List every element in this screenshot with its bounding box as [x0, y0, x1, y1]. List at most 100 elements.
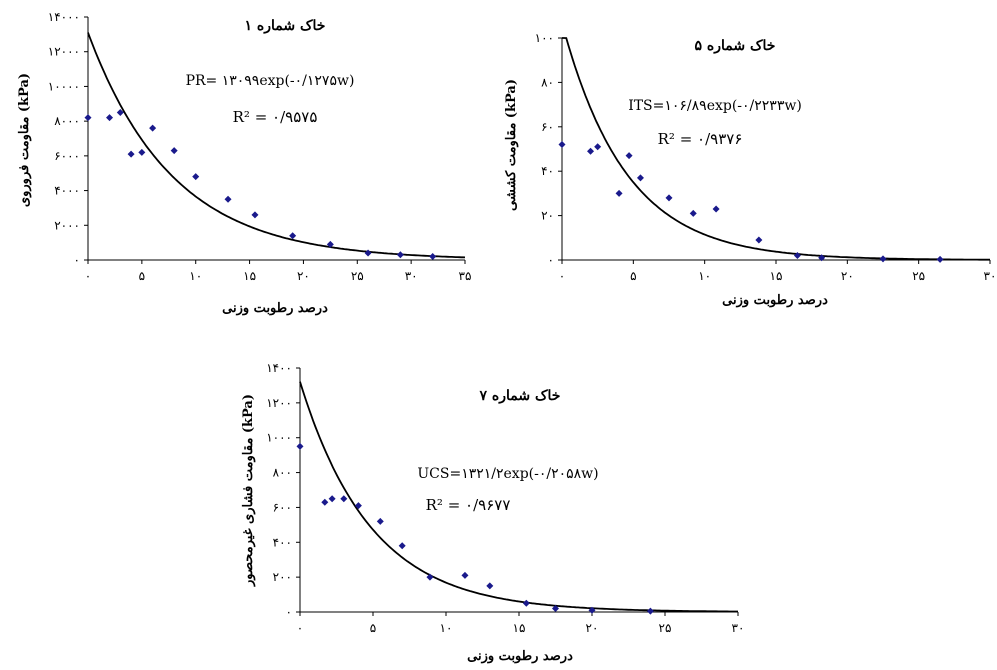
data-point [224, 195, 232, 203]
data-point [116, 108, 124, 116]
data-point [594, 143, 602, 151]
data-point [755, 236, 763, 244]
data-point [558, 141, 566, 149]
x-tick-label: ۲۰ [586, 621, 599, 635]
data-point [689, 209, 697, 217]
chart-soil-1: ۰ ۲۰۰۰ ۴۰۰۰ ۶۰۰۰ ۸۰۰۰ ۱۰۰۰۰ ۱۲۰۰۰ ۱۴۰۰۰ ۰ ۵ ۱۰ ۱۵ ۲۰… [0, 0, 480, 330]
x-tick-label: ۱۵ [513, 621, 526, 635]
y-tick-label: ۰ [548, 253, 554, 267]
y-tick-label: ۲۰۰ [273, 570, 292, 584]
y-tick-label: ۰ [74, 253, 80, 267]
data-point [398, 542, 406, 550]
y-tick-label: ۲۰۰۰ [54, 218, 80, 232]
data-point [615, 189, 623, 197]
chart-soil-5: ۰ ۲۰ ۴۰ ۶۰ ۸۰ ۱۰۰ ۰ ۵ ۱۰ ۱۵ ۲۰ ۲۵ ۳۰ خاک شماره ۵ ITS=۱… [500, 20, 997, 330]
x-tick-label: ۵ [630, 269, 636, 283]
x-axis-label: درصد رطوبت وزنی [722, 293, 828, 308]
data-point [192, 173, 200, 181]
x-tick-label: ۱۰ [440, 621, 453, 635]
data-point [138, 148, 146, 156]
fit-curve [299, 381, 738, 613]
x-tick-label: ۳۰ [984, 269, 997, 283]
x-tick-label: ۰ [559, 269, 565, 283]
data-point [321, 498, 329, 506]
data-point [712, 205, 720, 213]
fit-curve [562, 37, 990, 261]
y-tick-label: ۱۰۰۰۰ [48, 79, 80, 93]
data-point [251, 211, 259, 219]
data-point [429, 253, 437, 261]
y-axis-label: مقاومت فشاری غیرمحصور (kPa) [241, 394, 256, 587]
data-point [522, 599, 530, 607]
x-tick-label: ۲۰ [297, 269, 310, 283]
data-point [328, 495, 336, 503]
data-point [170, 147, 178, 155]
y-tick-label: ۱۴۰۰ [266, 361, 292, 375]
data-point [625, 152, 633, 160]
x-axis-label: درصد رطوبت وزنی [467, 649, 573, 664]
y-axis-label: مقاومت فروروی (kPa) [17, 73, 32, 207]
y-tick-label: ۸۰۰ [273, 466, 292, 480]
data-point [461, 571, 469, 579]
data-point [289, 232, 297, 240]
y-tick-label: ۱۲۰۰ [266, 396, 292, 410]
data-point [587, 147, 595, 155]
data-point [936, 255, 944, 263]
data-point [296, 442, 304, 450]
x-tick-label: ۱۵ [770, 269, 783, 283]
y-tick-label: ۶۰۰ [273, 500, 292, 514]
x-tick-label: ۰ [85, 269, 91, 283]
y-tick-label: ۱۴۰۰۰ [48, 10, 80, 24]
data-point [665, 194, 673, 202]
y-tick-label: ۱۲۰۰۰ [48, 45, 80, 59]
y-tick-label: ۲۰ [541, 209, 554, 223]
r-squared: R² = ۰/۹۶۷۷ [426, 496, 511, 514]
chart-svg: ۰ ۲۰ ۴۰ ۶۰ ۸۰ ۱۰۰ ۰ ۵ ۱۰ ۱۵ ۲۰ ۲۵ ۳۰ خاک شماره ۵ ITS=۱… [504, 31, 997, 308]
data-point [354, 502, 362, 510]
chart-title: خاک شماره ۵ [695, 38, 776, 54]
data-point [340, 495, 348, 503]
x-tick-label: ۱۵ [243, 269, 256, 283]
y-axis-label: مقاومت کششی (kPa) [504, 79, 519, 211]
data-point [793, 252, 801, 260]
data-point [396, 251, 404, 259]
y-tick-label: ۸۰۰۰ [54, 114, 80, 128]
data-point [326, 240, 334, 248]
data-point [106, 114, 114, 122]
data-point [588, 606, 596, 614]
chart-soil-7: ۰ ۲۰۰ ۴۰۰ ۶۰۰ ۸۰۰ ۱۰۰۰ ۱۲۰۰ ۱۴۰۰ ۰ ۵ ۱۰ ۱۵ ۲۰ ۲۵ ۳۰ خاک… [230, 350, 770, 670]
data-point [84, 114, 92, 122]
chart-svg: ۰ ۲۰۰ ۴۰۰ ۶۰۰ ۸۰۰ ۱۰۰۰ ۱۲۰۰ ۱۴۰۰ ۰ ۵ ۱۰ ۱۵ ۲۰ ۲۵ ۳۰ خاک… [241, 361, 745, 664]
chart-svg: ۰ ۲۰۰۰ ۴۰۰۰ ۶۰۰۰ ۸۰۰۰ ۱۰۰۰۰ ۱۲۰۰۰ ۱۴۰۰۰ ۰ ۵ ۱۰ ۱۵ ۲۰… [17, 10, 472, 316]
x-tick-label: ۵ [370, 621, 376, 635]
fit-equation: PR= ۱۳۰۹۹exp(-۰/۱۲۷۵w) [186, 73, 355, 89]
y-tick-label: ۰ [286, 605, 292, 619]
data-point [818, 254, 826, 262]
y-tick-label: ۶۰۰۰ [54, 149, 80, 163]
x-tick-label: ۲۰ [841, 269, 854, 283]
y-tick-label: ۴۰۰۰ [54, 184, 80, 198]
fit-equation: UCS=۱۳۲۱/۲exp(-۰/۲۰۵۸w) [417, 466, 598, 482]
r-squared: R² = ۰/۹۳۷۶ [658, 130, 743, 148]
data-point [646, 607, 654, 615]
x-tick-label: ۰ [297, 621, 303, 635]
x-tick-label: ۱۰ [189, 269, 202, 283]
x-tick-label: ۲۵ [659, 621, 672, 635]
x-axis-label: درصد رطوبت وزنی [222, 301, 328, 316]
y-tick-label: ۱۰۰ [535, 31, 554, 45]
data-point [879, 255, 887, 263]
x-tick-label: ۵ [139, 269, 145, 283]
data-point [552, 605, 559, 613]
data-point [364, 249, 372, 257]
x-tick-label: ۳۵ [459, 269, 472, 283]
x-tick-label: ۲۵ [912, 269, 925, 283]
data-point [636, 174, 644, 182]
x-tick-label: ۳۰ [732, 621, 745, 635]
x-tick-label: ۱۰ [698, 269, 711, 283]
x-tick-label: ۳۰ [405, 269, 418, 283]
y-tick-label: ۴۰۰ [273, 535, 292, 549]
data-point [426, 573, 434, 581]
fit-equation: ITS=۱۰۶/۸۹exp(-۰/۲۲۳۳w) [628, 98, 802, 114]
data-point [486, 582, 494, 590]
fit-curve [87, 32, 466, 259]
